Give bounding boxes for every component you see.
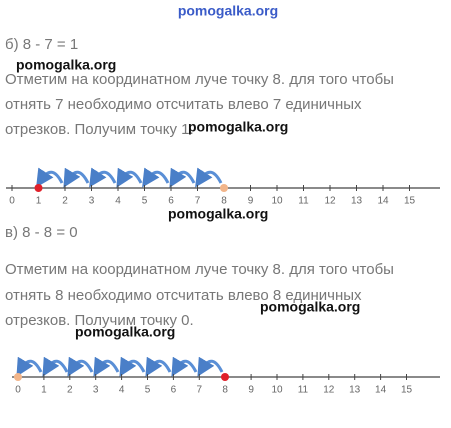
tick-label: 13 [349, 385, 361, 396]
text-line: Отметим на координатном луче точку 8. дл… [5, 71, 394, 88]
watermark: pomogalka.org [260, 299, 360, 315]
tick-label: 10 [271, 196, 283, 207]
watermark: pomogalka.org [188, 119, 288, 135]
tick-label: 14 [377, 196, 389, 207]
tick-label: 15 [401, 385, 413, 396]
text-line: отнять 8 необходимо отсчитать влево 8 ед… [5, 287, 362, 304]
point [14, 373, 22, 381]
tick-label: 5 [145, 385, 151, 396]
tick-label: 8 [221, 196, 227, 207]
text-line: Отметим на координатном луче точку 8. дл… [5, 261, 394, 278]
tick-label: 0 [15, 385, 21, 396]
tick-label: 10 [271, 385, 283, 396]
tick-label: 8 [222, 385, 228, 396]
tick-label: 13 [351, 196, 363, 207]
tick-label: 0 [9, 196, 15, 207]
tick-label: 5 [142, 196, 148, 207]
ticks: 0 1 2 3 4 5 6 7 8 9 10 11 12 13 14 15 [9, 185, 415, 207]
tick-label: 4 [115, 196, 121, 207]
tick-label: 14 [375, 385, 387, 396]
point [221, 373, 229, 381]
watermark: pomogalka.org [178, 3, 278, 19]
part-label: б) 8 - 7 = 1 [5, 36, 78, 53]
tick-label: 9 [248, 196, 254, 207]
arrows [36, 167, 223, 188]
text-line: отрезков. Получим точку 1. [5, 121, 194, 138]
watermark: pomogalka.org [75, 324, 175, 340]
text-line: отрезков. Получим точку 0. [5, 312, 194, 329]
tick-label: 11 [298, 196, 309, 207]
ticks: 0 1 2 3 4 5 6 7 8 9 10 11 12 13 14 15 [15, 374, 412, 396]
watermark: pomogalka.org [168, 206, 268, 222]
tick-label: 15 [404, 196, 416, 207]
point [34, 184, 43, 192]
tick-label: 11 [298, 385, 309, 396]
tick-label: 12 [324, 196, 336, 207]
part-label: в) 8 - 8 = 0 [5, 224, 78, 241]
tick-label: 1 [41, 385, 47, 396]
tick-label: 6 [171, 385, 177, 396]
tick-label: 7 [195, 196, 201, 207]
tick-label: 6 [168, 196, 174, 207]
arrows [16, 356, 224, 377]
tick-label: 12 [323, 385, 335, 396]
tick-label: 9 [248, 385, 254, 396]
text-line: отнять 7 необходимо отсчитать влево 7 ед… [5, 96, 362, 113]
tick-label: 2 [62, 196, 68, 207]
point [220, 184, 228, 192]
tick-label: 1 [36, 196, 42, 207]
tick-label: 3 [93, 385, 99, 396]
tick-label: 3 [89, 196, 95, 207]
tick-label: 7 [197, 385, 203, 396]
tick-label: 4 [119, 385, 125, 396]
tick-label: 2 [67, 385, 73, 396]
watermark: pomogalka.org [16, 57, 116, 73]
